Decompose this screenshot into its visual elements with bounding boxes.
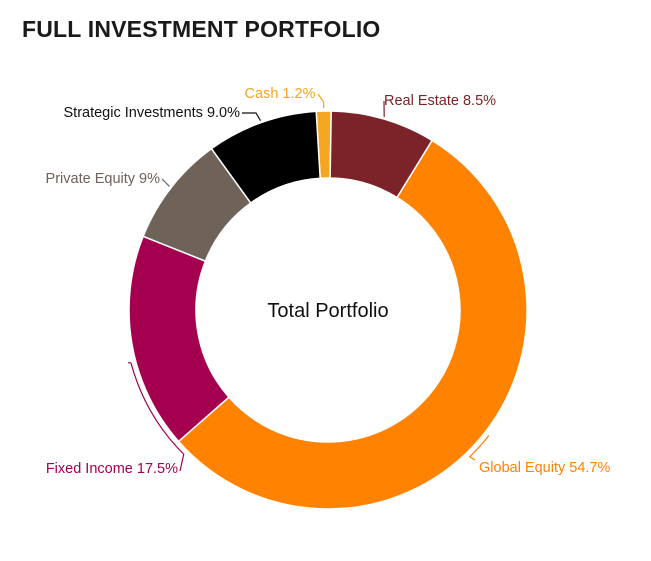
slice-strategic-investments [210,110,321,205]
leader-fixed-income [127,362,185,472]
leader-cash [317,93,325,109]
leader-private-equity [161,178,170,187]
slice-fixed-income [128,235,230,443]
label-private-equity: Private Equity 9% [46,171,161,187]
label-cash: Cash 1.2% [245,86,316,102]
label-fixed-income: Fixed Income 17.5% [46,461,178,477]
label-global-equity: Global Equity 54.7% [479,460,610,476]
leader-global-equity [468,435,490,461]
label-real-estate: Real Estate 8.5% [384,93,496,109]
chart-title: FULL INVESTMENT PORTFOLIO [22,16,381,42]
slice-global-equity [177,139,528,510]
label-strategic-investments: Strategic Investments 9.0% [64,105,241,121]
leader-strategic-investments [242,112,262,121]
center-label: Total Portfolio [267,300,388,322]
